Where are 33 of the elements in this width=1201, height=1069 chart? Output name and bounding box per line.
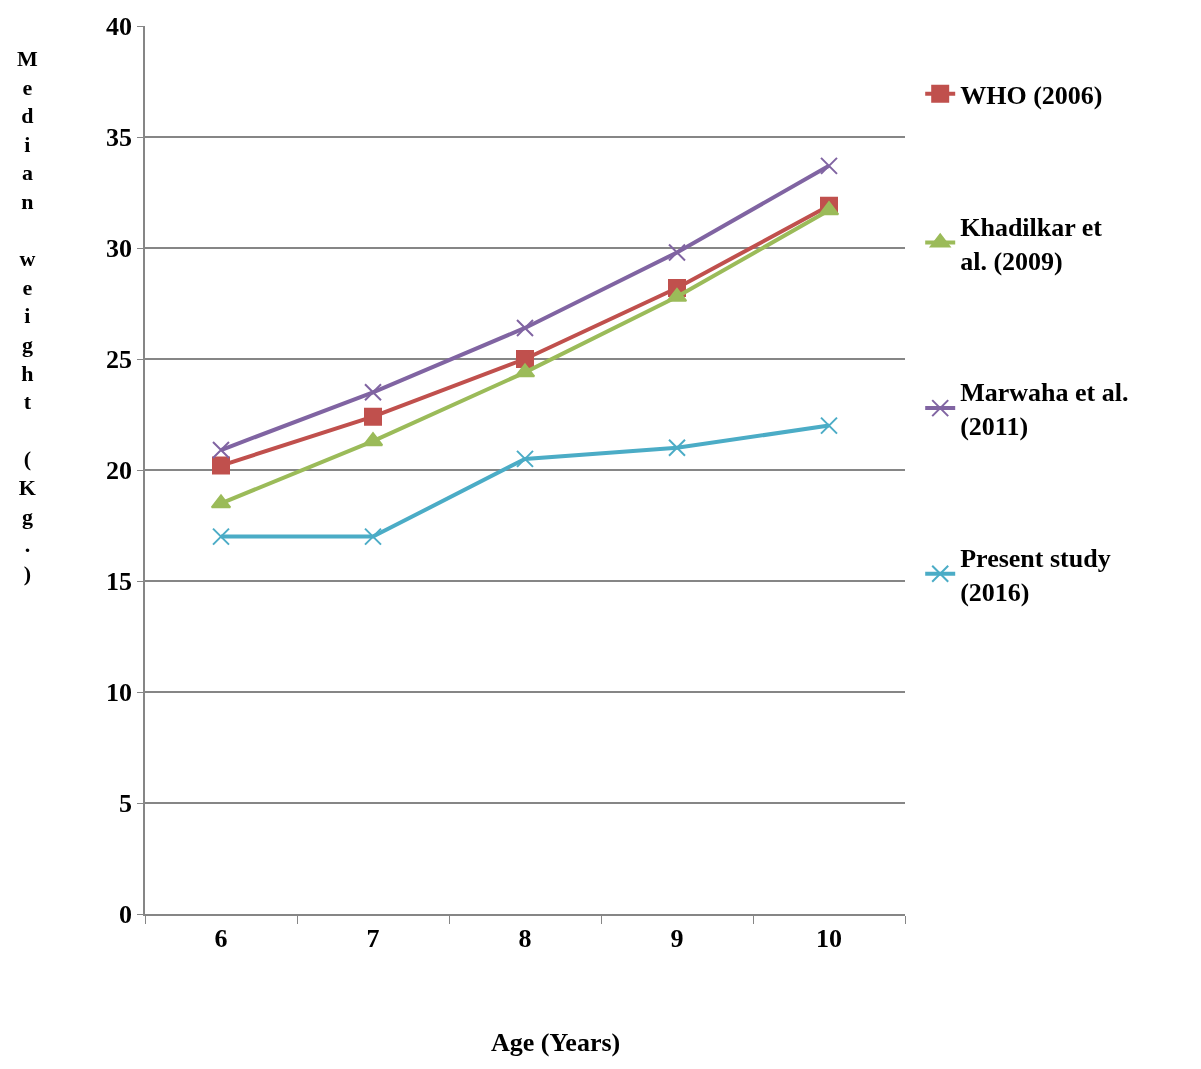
y-tick-label: 15 bbox=[106, 567, 133, 597]
legend-label: Khadilkar et al. (2009) bbox=[960, 212, 1103, 276]
legend-label: Present study (2016) bbox=[960, 543, 1111, 607]
x-tick-label: 9 bbox=[670, 923, 684, 953]
legend-label: WHO (2006) bbox=[960, 80, 1103, 110]
point bbox=[820, 156, 838, 175]
point bbox=[820, 416, 838, 435]
point bbox=[516, 449, 534, 468]
legend-label: Marwaha et al. (2011) bbox=[960, 378, 1129, 442]
point bbox=[516, 318, 534, 337]
x-tick-label: 10 bbox=[816, 923, 842, 953]
x-tick-label: 8 bbox=[518, 923, 532, 953]
y-tick-label: 5 bbox=[119, 789, 133, 819]
y-tick-label: 10 bbox=[106, 678, 133, 708]
point bbox=[212, 441, 230, 460]
x-tick-label: 7 bbox=[366, 923, 380, 953]
point bbox=[364, 383, 382, 402]
point bbox=[364, 527, 382, 546]
y-tick-label: 40 bbox=[106, 12, 133, 42]
point bbox=[212, 456, 230, 475]
text: Median weight (Kg.) bbox=[17, 46, 38, 586]
x-axis-title: Age (Years) bbox=[491, 1028, 621, 1057]
y-tick-label: 25 bbox=[106, 345, 133, 375]
point bbox=[668, 438, 686, 457]
x-tick-label: 6 bbox=[214, 923, 228, 953]
point bbox=[212, 527, 230, 546]
y-tick-label: 30 bbox=[106, 234, 133, 264]
y-tick-label: 20 bbox=[106, 456, 133, 486]
y-tick-label: 0 bbox=[119, 900, 133, 930]
y-tick-label: 35 bbox=[106, 123, 133, 153]
point bbox=[516, 350, 534, 368]
point bbox=[364, 407, 382, 426]
point bbox=[668, 243, 686, 262]
